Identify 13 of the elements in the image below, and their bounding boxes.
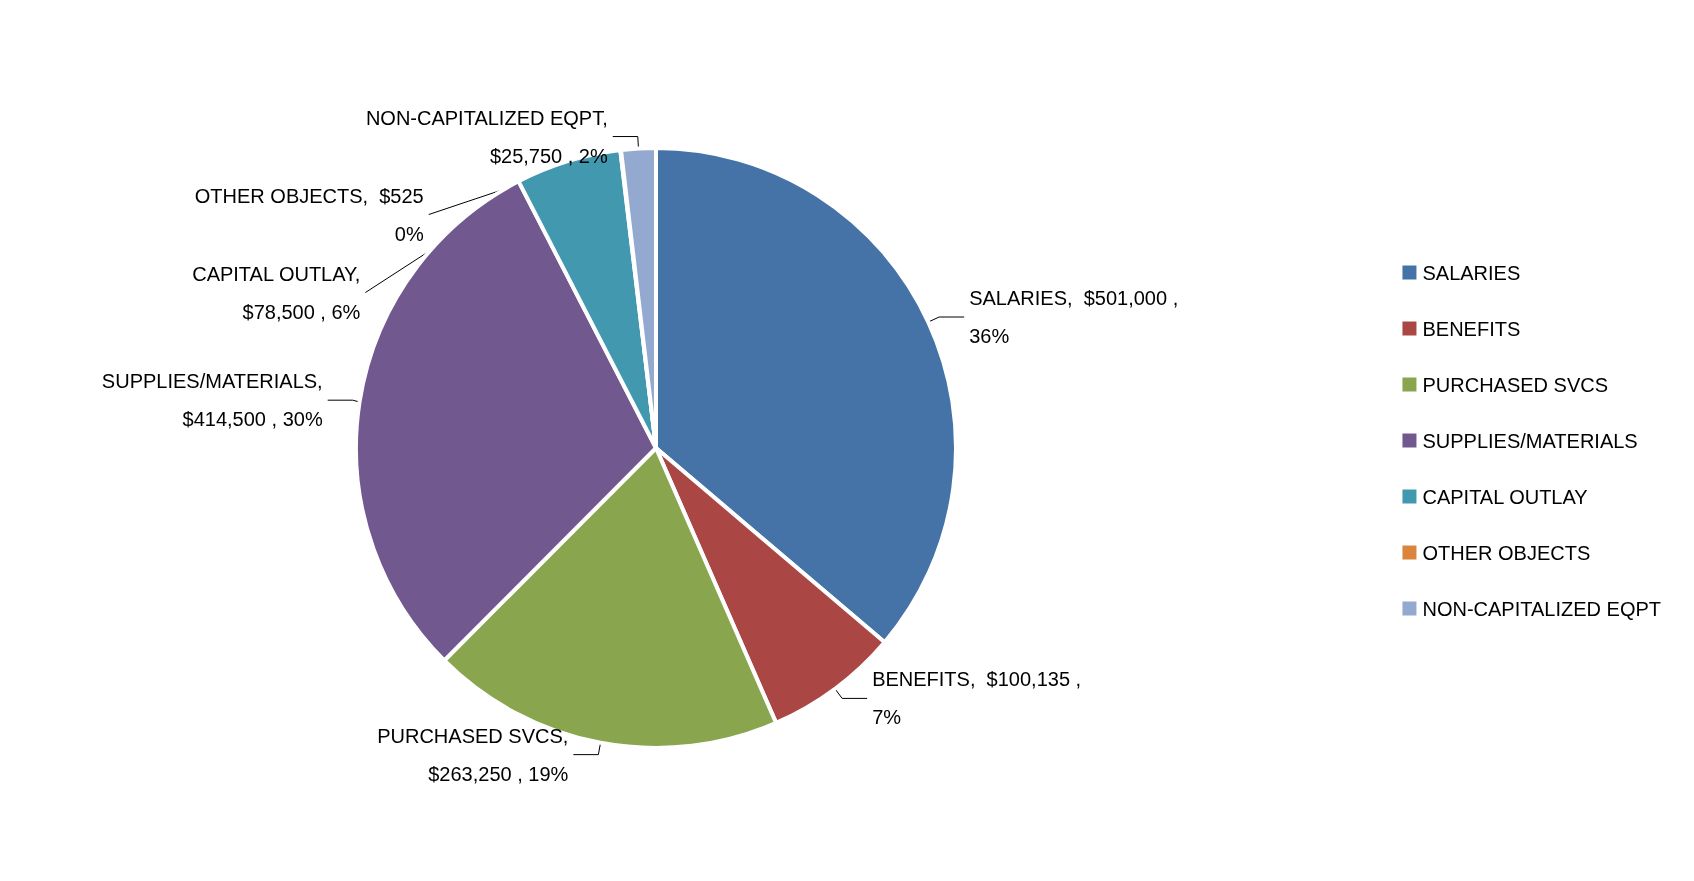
- legend-label: NON-CAPITALIZED EQPT: [1422, 597, 1661, 620]
- legend-label: CAPITAL OUTLAY: [1422, 485, 1588, 508]
- legend-label: BENEFITS: [1422, 317, 1521, 340]
- legend-label: SUPPLIES/MATERIALS: [1422, 429, 1638, 452]
- data-label: PURCHASED SVCS, $263,250 , 19%: [377, 724, 569, 785]
- legend-label: SALARIES: [1422, 261, 1521, 284]
- data-label: SUPPLIES/MATERIALS, $414,500 , 30%: [101, 370, 323, 431]
- data-label: BENEFITS, $100,135 , 7%: [872, 668, 1082, 729]
- data-label: CAPITAL OUTLAY, $78,500 , 6%: [192, 262, 361, 323]
- data-label: OTHER OBJECTS, $525 0%: [194, 184, 424, 245]
- legend-label: OTHER OBJECTS: [1422, 541, 1591, 564]
- data-label: SALARIES, $501,000 , 36%: [969, 287, 1179, 348]
- legend-label: PURCHASED SVCS: [1422, 373, 1609, 396]
